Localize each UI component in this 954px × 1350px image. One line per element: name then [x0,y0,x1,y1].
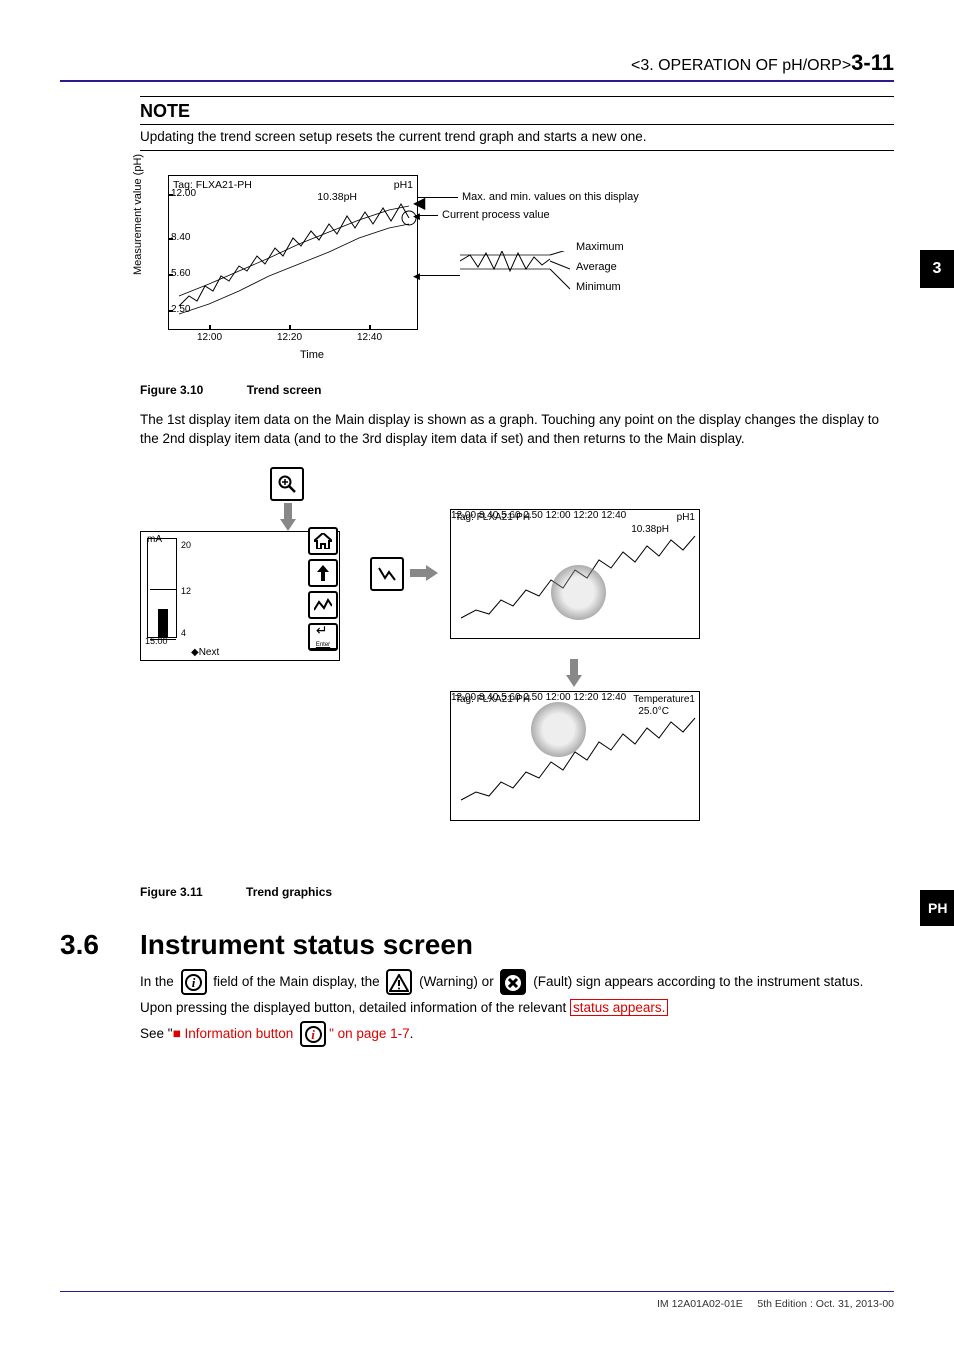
xtick: 12:00 [197,332,222,343]
xtick: 12:20 [277,332,302,343]
figure-3-10: Measurement value (pH) Tag: FLXA21-PH pH… [140,175,880,375]
body-paragraph-2: In the i field of the Main display, the … [140,969,894,1048]
trend-enter-icon [370,557,404,591]
page: <3. OPERATION OF pH/ORP> 3-11 3 PH NOTE … [0,0,954,1350]
annot-min: Minimum [576,281,621,293]
info-icon: i [181,969,207,995]
enter-icon: ↵Enter [308,623,338,651]
vertical-scale [147,538,177,638]
caption-label: Figure 3.11 [140,885,203,899]
annot-maxmin: Max. and min. values on this display [462,191,639,203]
section-title: Instrument status screen [140,929,473,961]
up-icon [308,559,338,587]
t: ■ Information button [173,1026,297,1041]
warning-icon [386,969,412,995]
figure-3-11: mA 20 12 4 15.00 ◆Next ↵Enter [140,467,880,867]
side-tab-code: PH [920,890,954,926]
nav-icon-column: ↵Enter [308,527,344,655]
text: (Warning) or [419,974,497,989]
scale-top: 20 [181,540,191,550]
edition: 5th Edition : Oct. 31, 2013-00 [757,1298,894,1310]
zoom-icon [270,467,304,501]
figure-3-10-caption: Figure 3.10 Trend screen [140,383,894,397]
x-axis-label: Time [300,349,324,361]
trend-icon [308,591,338,619]
arrow-down-icon [566,659,582,687]
annot-current: Current process value [442,209,550,221]
section-number: 3.6 [60,929,140,961]
home-icon [308,527,338,555]
arrow-right-icon [410,565,438,581]
fault-icon [500,969,526,995]
touch-indicator [551,565,606,620]
touch-indicator [531,702,586,757]
info-icon: i [300,1021,326,1047]
trend-line [169,176,419,331]
body-paragraph-1: The 1st display item data on the Main di… [140,411,894,449]
chapter-label: <3. OPERATION OF pH/ORP> [631,57,851,75]
scale-val: 15.00 [145,636,168,646]
trend-chart-ph: Tag: FLXA21-PH pH1 10.38pH 12.00 8.40 5.… [450,509,700,639]
doc-id: IM 12A01A02-01E [657,1298,743,1310]
scale-mid: 12 [181,586,191,596]
next-label: ◆Next [191,647,219,658]
link-text[interactable]: ■ Information button i" on page 1-7 [173,1026,410,1041]
trend-chart: Tag: FLXA21-PH pH1 10.38pH 12.00 8.40 5.… [168,175,418,330]
side-tab-chapter: 3 [920,250,954,288]
arrow-down-icon [280,503,296,531]
note-heading: NOTE [140,96,894,125]
page-header: <3. OPERATION OF pH/ORP> 3-11 [60,50,894,82]
section-heading: 3.6 Instrument status screen [60,929,894,961]
text: field of the Main display, the [213,974,383,989]
scale-bot: 4 [181,628,186,638]
y-axis-label: Measurement value (pH) [132,154,144,275]
page-number: 3-11 [851,50,894,76]
annot-max: Maximum [576,241,624,253]
page-footer: IM 12A01A02-01E 5th Edition : Oct. 31, 2… [60,1291,894,1310]
caption-label: Figure 3.10 [140,383,203,397]
link-text[interactable]: status appears. [570,999,668,1016]
legend-wave [460,251,570,311]
text: . [410,1026,414,1041]
annot-avg: Average [576,261,617,273]
caption-text: Trend screen [247,383,322,397]
text: See " [140,1026,173,1041]
xtick: 12:40 [357,332,382,343]
figure-3-11-caption: Figure 3.11 Trend graphics [140,885,894,899]
note-text: Updating the trend screen setup resets t… [140,125,894,151]
t: " on page 1-7 [329,1026,410,1041]
trend-chart-temp: Tag: FLXA21-PH Temperature1 25.0°C 12.00… [450,691,700,821]
text: In the [140,974,178,989]
caption-text: Trend graphics [246,885,332,899]
